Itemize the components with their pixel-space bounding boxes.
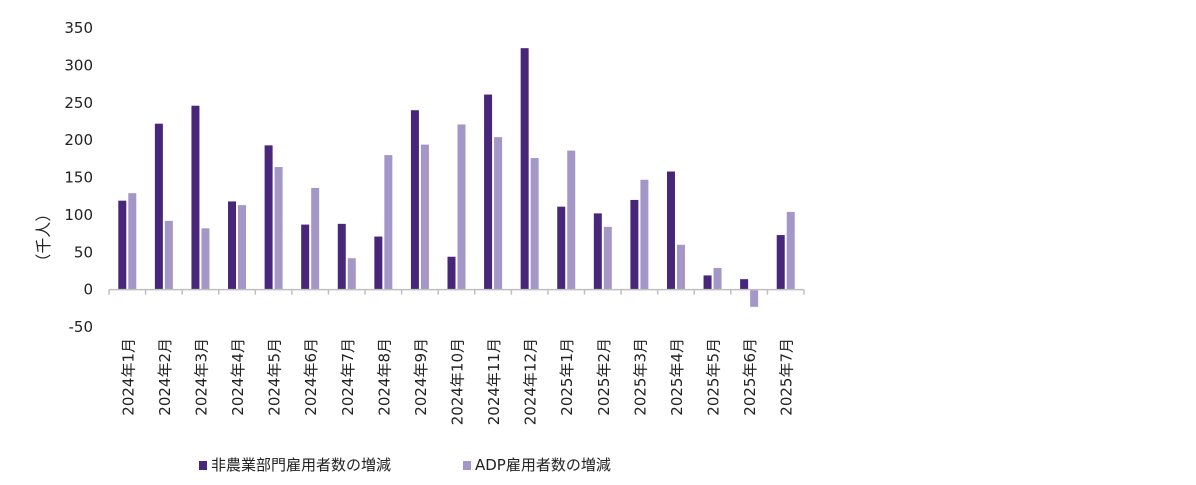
bar-series-2 [201, 228, 210, 290]
legend-label: 非農業部門雇用者数の増減 [211, 456, 391, 474]
x-tick-label: 2024年7月 [339, 338, 357, 416]
bar-series-2 [384, 155, 393, 290]
bar-series-2 [640, 179, 649, 290]
bar-series-1 [228, 201, 237, 290]
bar-series-2 [786, 211, 795, 290]
x-tick-label: 2024年12月 [522, 338, 540, 425]
x-tick-label: 2024年9月 [412, 338, 430, 416]
bar-series-2 [530, 158, 539, 290]
x-axis: 2024年1月 2024年2月 2024年3月 2024年4月 2024年5月 2024年… [108, 288, 805, 425]
bar-series-2 [567, 150, 576, 290]
y-axis-label: （千人） [34, 206, 53, 270]
y-axis-tick-labels: 350 300 250 200 150 100 50 0 -50 [64, 19, 93, 336]
x-tick-label: 2025年1月 [558, 338, 576, 416]
y-tick-label: 350 [64, 19, 93, 37]
x-tick-label: 2024年2月 [156, 338, 174, 416]
y-tick-label: 300 [64, 56, 93, 74]
bar-series-1 [557, 206, 566, 290]
bar-series-2 [164, 220, 173, 290]
x-tick-label: 2024年4月 [229, 338, 247, 416]
x-tick-label: 2024年6月 [302, 338, 320, 416]
bar-series-1 [301, 224, 310, 290]
x-tick-label: 2025年4月 [668, 338, 686, 416]
bar-series-1 [703, 275, 712, 290]
bar-series-2 [494, 137, 503, 290]
y-tick-label: 150 [64, 169, 93, 187]
bar-series-1 [447, 256, 456, 290]
bar-series-1 [118, 200, 127, 290]
bar-series-1 [374, 236, 383, 290]
bar-series-1 [630, 199, 639, 290]
x-tick-label: 2025年2月 [595, 338, 613, 416]
y-tick-label: 200 [64, 131, 93, 149]
bar-series-2 [238, 205, 247, 290]
bar-series-1 [520, 48, 529, 290]
bar-series-2 [274, 167, 283, 290]
bar-series-2 [676, 244, 685, 290]
bar-series-2 [128, 193, 137, 290]
x-tick-label: 2025年5月 [705, 338, 723, 416]
bar-series-1 [740, 279, 749, 290]
bar-series-1 [776, 235, 785, 290]
bar-series-2 [603, 226, 612, 290]
bar-series-1 [337, 223, 346, 290]
bar-series-2 [457, 124, 466, 290]
y-tick-label: 100 [64, 206, 93, 224]
bar-series-2 [750, 289, 759, 307]
legend: 非農業部門雇用者数の増減 ADP雇用者数の増減 [199, 456, 611, 474]
y-tick-label: 250 [64, 94, 93, 112]
y-tick-label: -50 [69, 318, 94, 336]
bar-series-1 [410, 110, 419, 290]
x-tick-label: 2025年3月 [631, 338, 649, 416]
bar-series-1 [154, 123, 163, 290]
legend-swatch [463, 461, 471, 470]
bars [118, 48, 795, 307]
x-tick-label: 2024年3月 [192, 338, 210, 416]
x-tick-label: 2024年1月 [119, 338, 137, 416]
legend-swatch [199, 461, 207, 470]
x-tick-label: 2025年6月 [741, 338, 759, 416]
bar-series-2 [311, 187, 320, 290]
y-tick-label: 50 [74, 243, 93, 261]
bar-series-1 [666, 171, 675, 290]
bar-series-1 [593, 213, 602, 290]
bar-series-1 [191, 105, 200, 290]
x-tick-label: 2024年5月 [266, 338, 284, 416]
bar-series-1 [484, 94, 493, 290]
bar-series-2 [420, 144, 429, 290]
x-tick-label: 2024年8月 [375, 338, 393, 416]
y-tick-label: 0 [83, 281, 93, 299]
x-tick-label: 2024年10月 [449, 338, 467, 425]
bar-series-1 [264, 145, 273, 290]
x-tick-label: 2025年7月 [778, 338, 796, 416]
bar-series-2 [713, 267, 722, 290]
x-tick-label: 2024年11月 [485, 338, 503, 425]
legend-label: ADP雇用者数の増減 [475, 456, 611, 474]
bar-series-2 [347, 258, 356, 290]
